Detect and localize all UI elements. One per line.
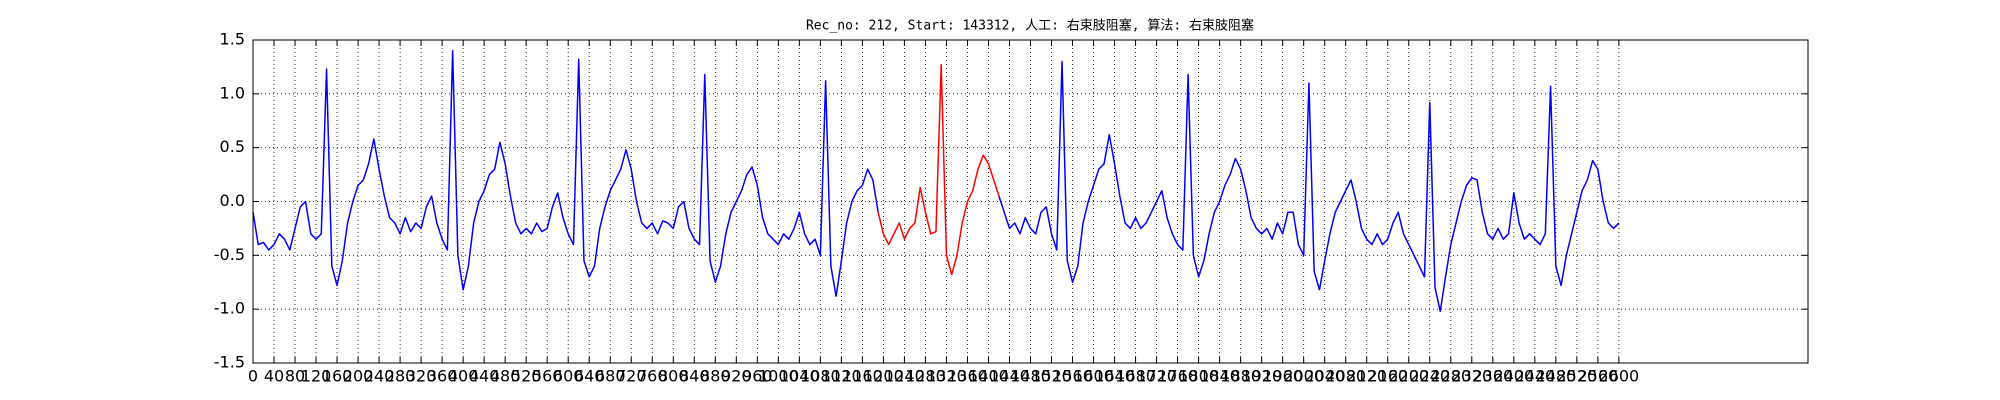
x-tick-label: 240 <box>364 367 395 386</box>
line-series <box>877 64 1000 276</box>
x-tick-label: 480 <box>490 367 521 386</box>
x-tick-label: 1400 <box>968 367 1009 386</box>
x-tick-label: 1040 <box>779 367 820 386</box>
x-tick-label: 2160 <box>1367 367 1408 386</box>
x-tick-label: 200 <box>343 367 374 386</box>
x-tick-label: 1240 <box>884 367 925 386</box>
y-tick-label: 1.5 <box>220 30 245 49</box>
x-tick-label: 880 <box>700 367 731 386</box>
x-tick-label: 2280 <box>1430 367 1471 386</box>
y-tick-label: 1.0 <box>220 83 245 102</box>
x-tick-label: 2480 <box>1535 367 1576 386</box>
x-tick-label: 1880 <box>1220 367 1261 386</box>
x-tick-label: 40 <box>264 367 284 386</box>
x-tick-label: 1800 <box>1178 367 1219 386</box>
plot-frame <box>252 39 1809 364</box>
x-tick-label: 960 <box>742 367 773 386</box>
x-tick-label: 2040 <box>1304 367 1345 386</box>
x-tick-label: 760 <box>637 367 668 386</box>
x-tick-label: 1920 <box>1241 367 1282 386</box>
x-tick-label: 2240 <box>1409 367 1450 386</box>
x-tick-label: 2000 <box>1283 367 1324 386</box>
x-tick-label: 400 <box>448 367 479 386</box>
x-tick-label: 920 <box>721 367 752 386</box>
x-tick-label: 1080 <box>800 367 841 386</box>
x-tick-label: 1440 <box>989 367 1030 386</box>
x-tick-label: 640 <box>574 367 605 386</box>
x-tick-label: 440 <box>469 367 500 386</box>
y-tick-label: -0.5 <box>214 245 245 264</box>
y-tick-label: 0.5 <box>220 137 245 156</box>
x-tick-label: 1680 <box>1115 367 1156 386</box>
x-tick-label: 1640 <box>1094 367 1135 386</box>
x-tick-label: 2560 <box>1578 367 1619 386</box>
x-tick-label: 80 <box>285 367 305 386</box>
x-tick-label: 1720 <box>1136 367 1177 386</box>
x-tick-label: 600 <box>553 367 584 386</box>
x-tick-label: 1560 <box>1052 367 1093 386</box>
x-tick-label: 800 <box>658 367 689 386</box>
x-tick-label: 1200 <box>863 367 904 386</box>
x-tick-label: 160 <box>322 367 353 386</box>
x-tick-label: 1280 <box>905 367 946 386</box>
x-tick-label: 2360 <box>1472 367 1513 386</box>
x-tick-label: 1160 <box>842 367 883 386</box>
y-tick-label: -1.5 <box>214 353 245 372</box>
line-series <box>252 50 1620 313</box>
x-tick-label: 1960 <box>1262 367 1303 386</box>
x-tick-label: 1360 <box>947 367 988 386</box>
x-tick-label: 720 <box>616 367 647 386</box>
x-tick-label: 2120 <box>1346 367 1387 386</box>
x-tick-label: 1840 <box>1199 367 1240 386</box>
x-tick-label: 1600 <box>1073 367 1114 386</box>
x-tick-label: 2400 <box>1493 367 1534 386</box>
x-tick-label: 1520 <box>1031 367 1072 386</box>
x-tick-label: 280 <box>385 367 416 386</box>
x-tick-label: 520 <box>511 367 542 386</box>
y-tick-label: -1.0 <box>214 299 245 318</box>
x-tick-label: 1000 <box>758 367 799 386</box>
chart-title: Rec_no: 212, Start: 143312, 人工: 右束肢阻塞, 算… <box>806 18 1254 34</box>
x-tick-label: 1320 <box>926 367 967 386</box>
x-tick-label: 560 <box>532 367 563 386</box>
x-tick-label: 120 <box>301 367 332 386</box>
x-tick-label: 1760 <box>1157 367 1198 386</box>
x-tick-label: 1120 <box>821 367 862 386</box>
x-tick-label: 2320 <box>1451 367 1492 386</box>
x-tick-label: 2200 <box>1388 367 1429 386</box>
x-tick-label: 1480 <box>1010 367 1051 386</box>
x-tick-label: 0 <box>248 367 258 386</box>
x-tick-label: 2520 <box>1556 367 1597 386</box>
x-tick-label: 2080 <box>1325 367 1366 386</box>
x-tick-label: 2440 <box>1514 367 1555 386</box>
x-tick-label: 2600 <box>1599 367 1640 386</box>
y-tick-label: 0.0 <box>220 191 245 210</box>
x-tick-label: 320 <box>406 367 437 386</box>
x-tick-label: 680 <box>595 367 626 386</box>
x-tick-label: 840 <box>679 367 710 386</box>
x-tick-label: 360 <box>427 367 458 386</box>
